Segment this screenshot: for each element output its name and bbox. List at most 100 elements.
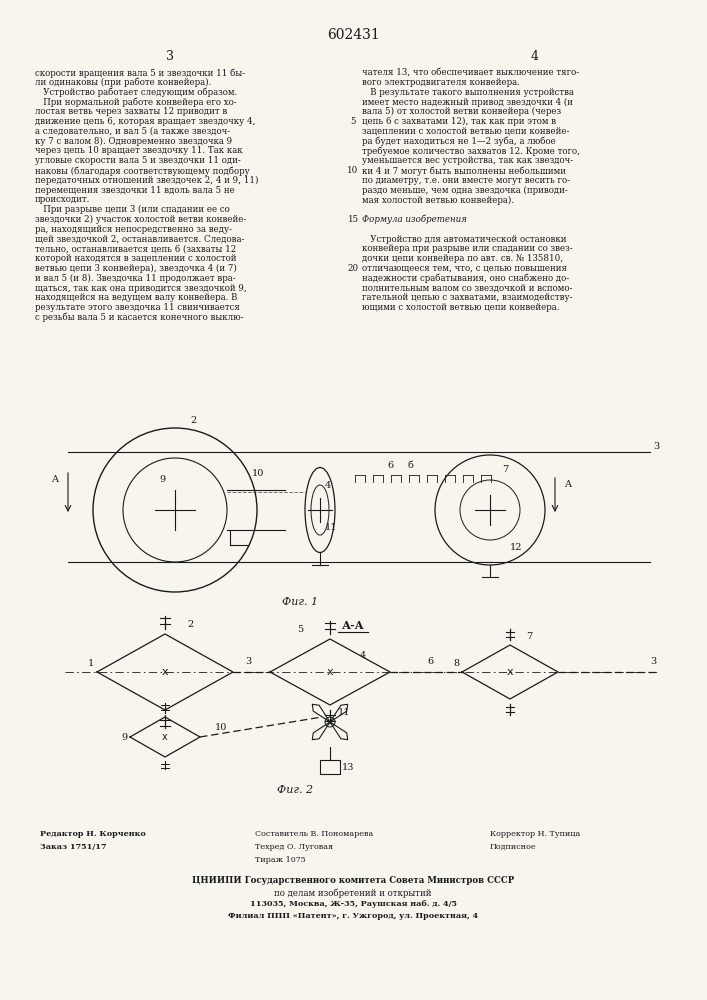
- Text: ра, находящийся непосредственно за веду-: ра, находящийся непосредственно за веду-: [35, 225, 232, 234]
- Text: 10: 10: [252, 469, 264, 478]
- Text: щей звездочкой 2, останавливается. Следова-: щей звездочкой 2, останавливается. Следо…: [35, 235, 245, 244]
- Text: надежности срабатывания, оно снабжено до-: надежности срабатывания, оно снабжено до…: [362, 274, 569, 283]
- Text: 2: 2: [187, 620, 194, 629]
- Text: щаться, так как она приводится звездочкой 9,: щаться, так как она приводится звездочко…: [35, 284, 247, 293]
- Text: по диаметру, т.е. они вместе могут весить го-: по диаметру, т.е. они вместе могут весит…: [362, 176, 570, 185]
- Text: А-А: А-А: [341, 620, 364, 631]
- Text: Тираж 1075: Тираж 1075: [255, 856, 305, 864]
- Text: Фиг. 1: Фиг. 1: [282, 597, 318, 607]
- Text: дочки цепи конвейера по авт. св. № 135810,: дочки цепи конвейера по авт. св. № 13581…: [362, 254, 563, 263]
- Text: 4: 4: [325, 481, 332, 489]
- Text: 8: 8: [453, 660, 459, 668]
- Text: результате этого звездочка 11 свинчивается: результате этого звездочка 11 свинчивает…: [35, 303, 240, 312]
- Text: 1: 1: [88, 660, 94, 668]
- Text: При нормальной работе конвейера его хо-: При нормальной работе конвейера его хо-: [35, 97, 237, 107]
- Text: находящейся на ведущем валу конвейера. В: находящейся на ведущем валу конвейера. В: [35, 293, 238, 302]
- Text: 15: 15: [347, 215, 358, 224]
- Text: с резьбы вала 5 и касается конечного выклю-: с резьбы вала 5 и касается конечного вык…: [35, 313, 243, 322]
- Text: конвейера при разрыве или спадании со звез-: конвейера при разрыве или спадании со зв…: [362, 244, 573, 253]
- Text: ра будет находиться не 1—2 зуба, а любое: ра будет находиться не 1—2 зуба, а любое: [362, 137, 556, 146]
- Text: зацеплении с холостой ветвью цепи конвейе-: зацеплении с холостой ветвью цепи конвей…: [362, 127, 569, 136]
- Text: 113035, Москва, Ж-35, Раушская наб. д. 4/5: 113035, Москва, Ж-35, Раушская наб. д. 4…: [250, 900, 457, 908]
- Text: ветвью цепи 3 конвейера), звездочка 4 (и 7): ветвью цепи 3 конвейера), звездочка 4 (и…: [35, 264, 237, 273]
- Text: Филиал ППП «Патент», г. Ужгород, ул. Проектная, 4: Филиал ППП «Патент», г. Ужгород, ул. Про…: [228, 912, 478, 920]
- Text: 5: 5: [350, 117, 356, 126]
- Text: Подписное: Подписное: [490, 843, 537, 851]
- Text: Редактор Н. Корченко: Редактор Н. Корченко: [40, 830, 146, 838]
- Text: б: б: [407, 461, 413, 470]
- Text: 7: 7: [502, 466, 508, 475]
- Text: 5: 5: [297, 625, 303, 634]
- Text: цепь 6 с захватами 12), так как при этом в: цепь 6 с захватами 12), так как при этом…: [362, 117, 556, 126]
- Text: Заказ 1751/17: Заказ 1751/17: [40, 843, 107, 851]
- Text: вала 5) от холостой ветви конвейера (через: вала 5) от холостой ветви конвейера (чер…: [362, 107, 561, 116]
- Text: 13: 13: [342, 764, 354, 772]
- Text: 6: 6: [427, 657, 433, 666]
- Text: которой находятся в зацеплении с холостой: которой находятся в зацеплении с холосто…: [35, 254, 237, 263]
- Text: 10: 10: [215, 723, 228, 732]
- Text: 10: 10: [347, 166, 358, 175]
- Text: 11: 11: [338, 708, 351, 717]
- Text: Устройство для автоматической остановки: Устройство для автоматической остановки: [362, 235, 566, 244]
- Text: и вал 5 (и 8). Звездочка 11 продолжает вра-: и вал 5 (и 8). Звездочка 11 продолжает в…: [35, 274, 235, 283]
- Text: 11: 11: [325, 524, 337, 532]
- Text: Техред О. Луговая: Техред О. Луговая: [255, 843, 333, 851]
- Text: ку 7 с валом 8). Одновременно звездочка 9: ку 7 с валом 8). Одновременно звездочка …: [35, 137, 232, 146]
- Text: мая холостой ветвью конвейера).: мая холостой ветвью конвейера).: [362, 195, 514, 205]
- Text: угловые скорости вала 5 и звездочки 11 оди-: угловые скорости вала 5 и звездочки 11 о…: [35, 156, 241, 165]
- Text: ли одинаковы (при работе конвейера).: ли одинаковы (при работе конвейера).: [35, 78, 211, 87]
- Text: вого электродвигателя конвейера.: вого электродвигателя конвейера.: [362, 78, 520, 87]
- Text: отличающееся тем, что, с целью повышения: отличающееся тем, что, с целью повышения: [362, 264, 567, 273]
- Text: 7: 7: [526, 632, 532, 641]
- Text: 9: 9: [121, 732, 127, 742]
- Text: 6: 6: [387, 461, 393, 470]
- Text: звездочки 2) участок холостой ветви конвейе-: звездочки 2) участок холостой ветви конв…: [35, 215, 246, 224]
- Text: x: x: [327, 667, 333, 677]
- Text: раздо меньше, чем одна звездочка (приводи-: раздо меньше, чем одна звездочка (привод…: [362, 186, 568, 195]
- Text: 3: 3: [653, 442, 659, 451]
- Text: 2: 2: [190, 416, 197, 425]
- Text: 3: 3: [245, 657, 251, 666]
- Text: Корректор Н. Тупица: Корректор Н. Тупица: [490, 830, 580, 838]
- Text: через цепь 10 вращает звездочку 11. Так как: через цепь 10 вращает звездочку 11. Так …: [35, 146, 243, 155]
- Text: Устройство работает следующим образом.: Устройство работает следующим образом.: [35, 88, 238, 97]
- Text: передаточных отношений звездочек 2, 4 и 9, 11): передаточных отношений звездочек 2, 4 и …: [35, 176, 259, 185]
- Bar: [320, 760, 340, 774]
- Text: Фиг. 2: Фиг. 2: [277, 785, 313, 795]
- Text: лостая ветвь через захваты 12 приводит в: лостая ветвь через захваты 12 приводит в: [35, 107, 227, 116]
- Text: ющими с холостой ветвью цепи конвейера.: ющими с холостой ветвью цепи конвейера.: [362, 303, 559, 312]
- Text: по делам изобретений и открытий: по делам изобретений и открытий: [274, 888, 432, 898]
- Text: имеет место надежный привод звездочки 4 (и: имеет место надежный привод звездочки 4 …: [362, 97, 573, 107]
- Text: а следовательно, и вал 5 (а также звездоч-: а следовательно, и вал 5 (а также звездо…: [35, 127, 230, 136]
- Text: движение цепь 6, которая вращает звездочку 4,: движение цепь 6, которая вращает звездоч…: [35, 117, 255, 126]
- Text: происходит.: происходит.: [35, 195, 90, 204]
- Text: x: x: [507, 667, 513, 677]
- Text: 4: 4: [531, 50, 539, 63]
- Text: A: A: [52, 475, 59, 484]
- Text: x: x: [162, 667, 168, 677]
- Text: Формула изобретения: Формула изобретения: [362, 215, 467, 225]
- Text: перемещения звездочки 11 вдоль вала 5 не: перемещения звездочки 11 вдоль вала 5 не: [35, 186, 235, 195]
- Text: Составитель В. Пономарева: Составитель В. Пономарева: [255, 830, 373, 838]
- Text: требуемое количество захватов 12. Кроме того,: требуемое количество захватов 12. Кроме …: [362, 146, 580, 156]
- Text: полнительным валом со звездочкой и вспомо-: полнительным валом со звездочкой и вспом…: [362, 284, 573, 293]
- Text: 3: 3: [650, 657, 656, 666]
- Text: 602431: 602431: [327, 28, 380, 42]
- Text: наковы (благодаря соответствующему подбору: наковы (благодаря соответствующему подбо…: [35, 166, 250, 176]
- Text: 12: 12: [510, 544, 522, 552]
- Text: 4: 4: [360, 651, 366, 660]
- Text: гательной цепью с захватами, взаимодейству-: гательной цепью с захватами, взаимодейст…: [362, 293, 573, 302]
- Text: 3: 3: [166, 50, 174, 63]
- Text: A: A: [564, 480, 571, 489]
- Text: скорости вращения вала 5 и звездочки 11 бы-: скорости вращения вала 5 и звездочки 11 …: [35, 68, 245, 78]
- Text: x: x: [162, 732, 168, 742]
- Text: 9: 9: [159, 476, 165, 485]
- Text: ки 4 и 7 могут быть выполнены небольшими: ки 4 и 7 могут быть выполнены небольшими: [362, 166, 566, 176]
- Text: При разрыве цепи 3 (или спадании ее со: При разрыве цепи 3 (или спадании ее со: [35, 205, 230, 214]
- Text: уменьшается вес устройства, так как звездоч-: уменьшается вес устройства, так как звез…: [362, 156, 573, 165]
- Text: 20: 20: [347, 264, 358, 273]
- Text: чателя 13, что обеспечивает выключение тяго-: чателя 13, что обеспечивает выключение т…: [362, 68, 579, 77]
- Text: тельно, останавливается цепь 6 (захваты 12: тельно, останавливается цепь 6 (захваты …: [35, 244, 236, 253]
- Text: ЦНИИПИ Государственного комитета Совета Министров СССР: ЦНИИПИ Государственного комитета Совета …: [192, 876, 514, 885]
- Text: В результате такого выполнения устройства: В результате такого выполнения устройств…: [362, 88, 574, 97]
